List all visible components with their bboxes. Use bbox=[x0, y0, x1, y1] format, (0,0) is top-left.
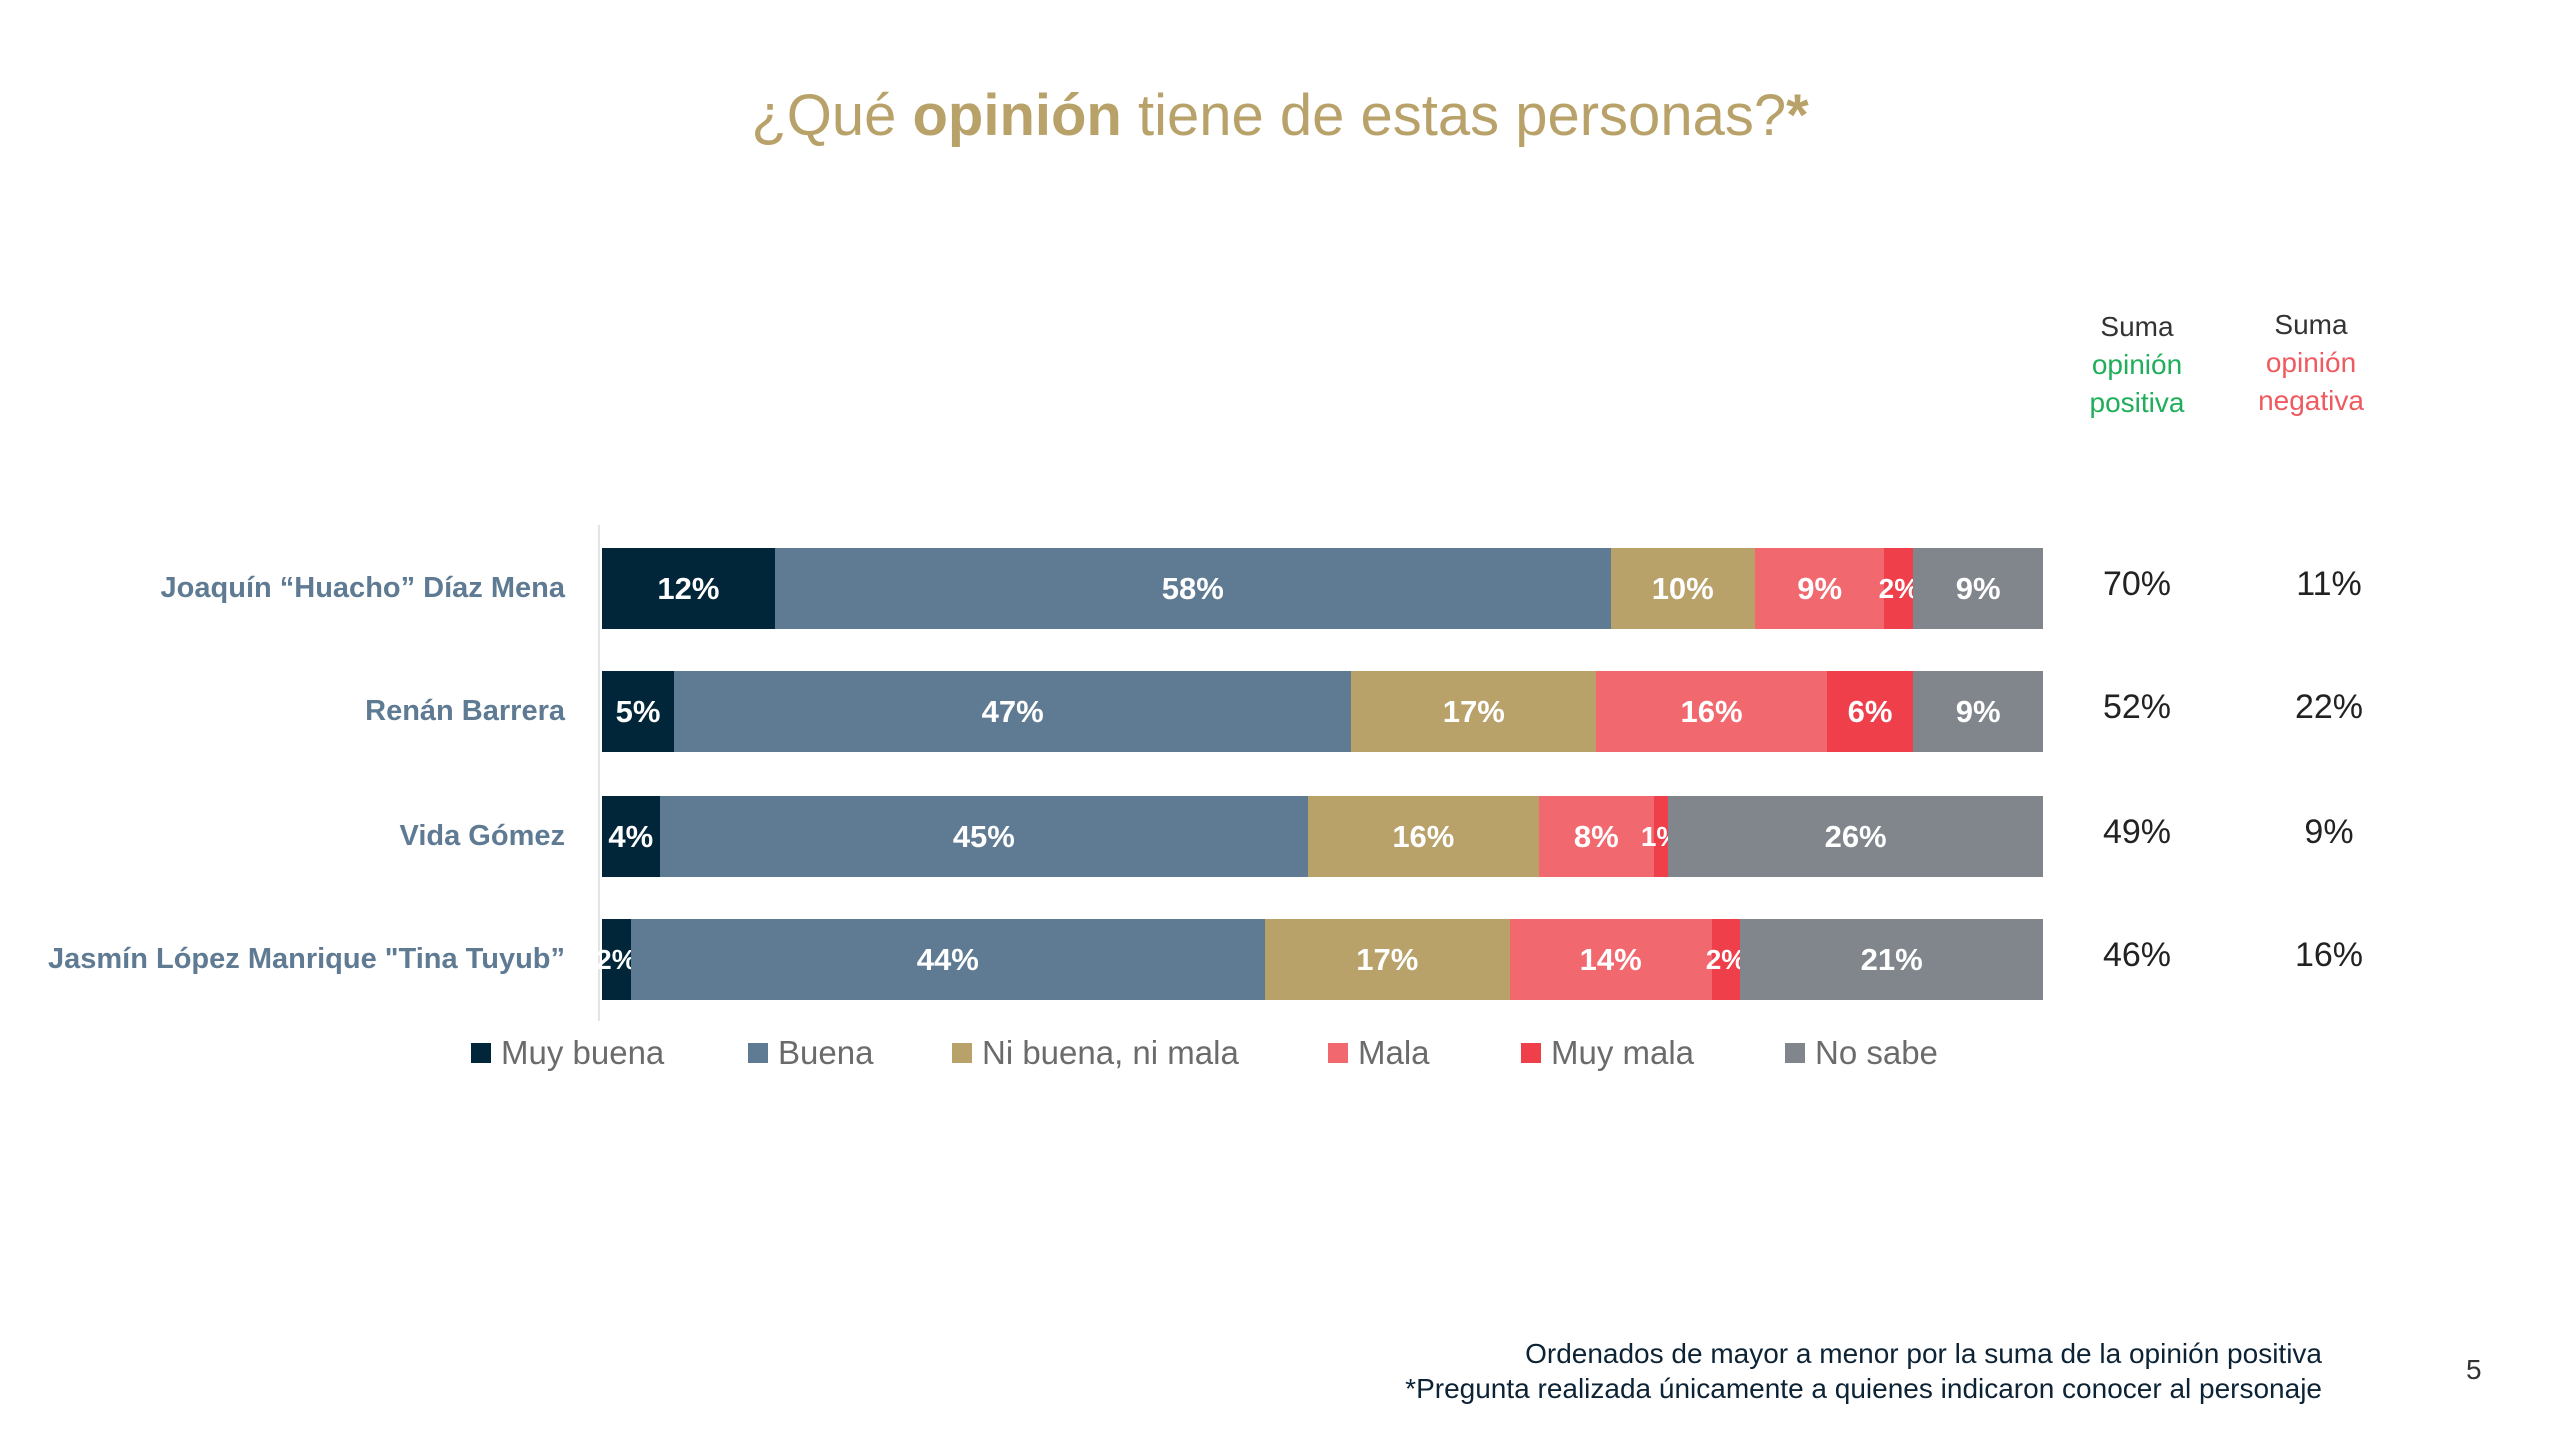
data-label: 2% bbox=[1705, 943, 1747, 975]
bar-segment: 45% bbox=[659, 796, 1309, 877]
category-label: Jasmín López Manrique "Tina Tuyub” bbox=[47, 943, 565, 975]
bar-segment: 5% bbox=[602, 671, 675, 752]
bar-segment: 6% bbox=[1826, 671, 1914, 752]
data-label: 26% bbox=[1824, 818, 1887, 854]
positive-sum-value: 52% bbox=[2102, 688, 2172, 726]
legend-item: Buena bbox=[748, 1034, 873, 1072]
data-label: 6% bbox=[1847, 693, 1893, 729]
data-label: 4% bbox=[608, 818, 654, 854]
negative-sum-header: Suma opinión negativa bbox=[2211, 306, 2411, 420]
data-label: 10% bbox=[1651, 570, 1714, 606]
bar-segment: 10% bbox=[1610, 548, 1755, 629]
bar-row: 12% 58% 10% 9% 2% 9% bbox=[602, 548, 2043, 629]
category-label: Renán Barrera bbox=[365, 695, 565, 727]
category-axis bbox=[598, 525, 600, 1021]
legend-item: Mala bbox=[1328, 1034, 1430, 1072]
data-label: 9% bbox=[1955, 570, 2001, 606]
footnote-sort: Ordenados de mayor a menor por la suma d… bbox=[1525, 1338, 2322, 1369]
legend-label: Buena bbox=[778, 1034, 874, 1071]
bar-segment: 16% bbox=[1596, 671, 1827, 752]
bar-segment: 9% bbox=[1913, 671, 2043, 752]
negative-sum-value: 22% bbox=[2294, 688, 2364, 726]
legend-item: No sabe bbox=[1785, 1034, 1938, 1072]
bar-row: 4% 45% 16% 8% 1% 26% bbox=[602, 796, 2043, 877]
data-label: 16% bbox=[1392, 818, 1455, 854]
title-bold: opinión bbox=[912, 83, 1122, 148]
bar-segment: 1% bbox=[1641, 796, 1681, 877]
data-label: 17% bbox=[1356, 941, 1419, 977]
header-line: positiva bbox=[2089, 387, 2185, 418]
header-line: negativa bbox=[2258, 385, 2364, 416]
title-asterisk: * bbox=[1786, 83, 1809, 148]
category-label: Joaquín “Huacho” Díaz Mena bbox=[160, 572, 565, 604]
legend-swatch bbox=[748, 1043, 768, 1063]
data-label: 2% bbox=[596, 943, 637, 975]
data-label: 14% bbox=[1579, 941, 1642, 977]
title-suffix: tiene de estas personas? bbox=[1121, 83, 1787, 148]
legend-label: Mala bbox=[1358, 1034, 1430, 1071]
bar-segment: 16% bbox=[1308, 796, 1539, 877]
bar-segment: 9% bbox=[1913, 548, 2043, 629]
positive-sum-value: 49% bbox=[2102, 813, 2172, 851]
legend-item: Muy mala bbox=[1521, 1034, 1694, 1072]
positive-sum-value: 46% bbox=[2102, 936, 2172, 974]
legend-swatch bbox=[1328, 1043, 1348, 1063]
legend-swatch bbox=[952, 1043, 972, 1063]
bar-segment: 26% bbox=[1668, 796, 2043, 877]
bar-segment: 58% bbox=[774, 548, 1611, 629]
negative-sum-value: 16% bbox=[2294, 936, 2364, 974]
legend-swatch bbox=[471, 1043, 491, 1063]
bar-segment: 44% bbox=[630, 919, 1265, 1000]
bar-segment: 17% bbox=[1264, 919, 1510, 1000]
bar-segment: 47% bbox=[674, 671, 1352, 752]
bar-segment: 9% bbox=[1754, 548, 1885, 629]
header-line: opinión bbox=[2091, 349, 2183, 380]
data-label: 21% bbox=[1860, 941, 1923, 977]
bar-row: 5% 47% 17% 16% 6% 9% bbox=[602, 671, 2043, 752]
title-prefix: ¿Qué bbox=[751, 83, 913, 148]
legend-label: No sabe bbox=[1815, 1034, 1938, 1071]
legend: Muy buena Buena Ni buena, ni mala Mala Muy m… bbox=[0, 1034, 2560, 1080]
header-line: opinión bbox=[2265, 347, 2357, 378]
bar-segment: 14% bbox=[1509, 919, 1712, 1000]
header-line: Suma bbox=[2100, 311, 2174, 342]
data-label: 9% bbox=[1955, 693, 2001, 729]
data-label: 45% bbox=[952, 818, 1015, 854]
header-line: Suma bbox=[2274, 309, 2348, 340]
negative-sum-value: 9% bbox=[2304, 813, 2354, 851]
legend-item: Ni buena, ni mala bbox=[952, 1034, 1239, 1072]
page-number: 5 bbox=[2466, 1354, 2482, 1385]
legend-label: Muy buena bbox=[501, 1034, 665, 1071]
bar-segment: 2% bbox=[1879, 548, 1919, 629]
negative-sum-value: 11% bbox=[2296, 565, 2362, 603]
positive-sum-header: Suma opinión positiva bbox=[2037, 308, 2237, 422]
data-label: 17% bbox=[1442, 693, 1505, 729]
bar-segment: 2% bbox=[596, 919, 637, 1000]
legend-swatch bbox=[1521, 1043, 1541, 1063]
data-label: 16% bbox=[1680, 693, 1743, 729]
data-label: 8% bbox=[1573, 818, 1619, 854]
page-title: ¿Qué opinión tiene de estas personas?* bbox=[0, 82, 2560, 149]
data-label: 44% bbox=[916, 941, 979, 977]
category-label: Vida Gómez bbox=[399, 820, 565, 852]
bar-segment: 17% bbox=[1351, 671, 1597, 752]
legend-swatch bbox=[1785, 1043, 1805, 1063]
bar-segment: 8% bbox=[1538, 796, 1654, 877]
data-label: 58% bbox=[1161, 570, 1224, 606]
footnote-question: *Pregunta realizada únicamente a quienes… bbox=[1405, 1373, 2322, 1404]
bar-row: 2% 44% 17% 14% 2% 21% bbox=[596, 919, 2043, 1000]
bar-segment: 2% bbox=[1706, 919, 1746, 1000]
data-label: 12% bbox=[657, 570, 720, 606]
legend-label: Ni buena, ni mala bbox=[982, 1034, 1239, 1071]
legend-label: Muy mala bbox=[1551, 1034, 1695, 1071]
bar-segment: 12% bbox=[602, 548, 775, 629]
data-label: 2% bbox=[1878, 572, 1920, 604]
positive-sum-value: 70% bbox=[2102, 565, 2172, 603]
bar-segment: 21% bbox=[1740, 919, 2043, 1000]
data-label: 47% bbox=[981, 693, 1044, 729]
data-label: 5% bbox=[615, 693, 661, 729]
bar-segment: 4% bbox=[602, 796, 660, 877]
legend-item: Muy buena bbox=[471, 1034, 664, 1072]
data-label: 9% bbox=[1797, 570, 1843, 606]
